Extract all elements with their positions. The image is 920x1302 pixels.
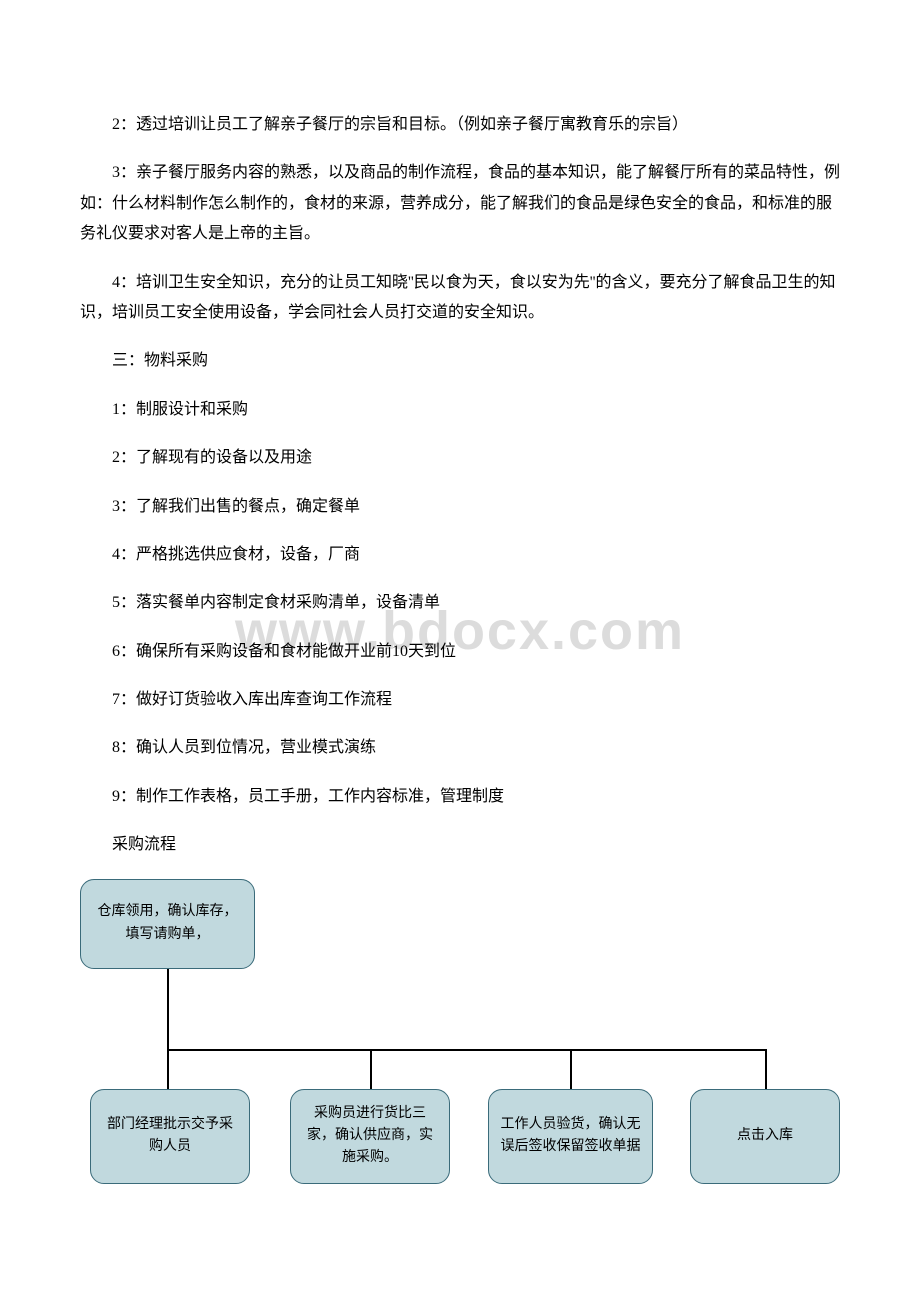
item-1: 1：制服设计和采购 [80,395,840,425]
item-6: 6：确保所有采购设备和食材能做开业前10天到位 [80,637,840,667]
flow-line-v2 [167,1049,169,1089]
flow-line-v5 [765,1049,767,1089]
flow-node-b2-label: 采购员进行货比三家，确认供应商，实施采购。 [301,1103,439,1170]
paragraph-4: 4：培训卫生安全知识，充分的让员工知晓''民以食为天，食以安为先''的含义，要充… [80,268,840,329]
flow-node-b3-label: 工作人员验货，确认无误后签收保留签收单据 [499,1114,642,1159]
flow-node-top-label: 仓库领用，确认库存，填写请购单， [91,901,244,946]
flow-line-v3 [370,1049,372,1089]
flow-node-b2: 采购员进行货比三家，确认供应商，实施采购。 [290,1089,450,1184]
item-2: 2：了解现有的设备以及用途 [80,443,840,473]
item-3: 3：了解我们出售的餐点，确定餐单 [80,492,840,522]
flow-node-b3: 工作人员验货，确认无误后签收保留签收单据 [488,1089,653,1184]
flow-node-top: 仓库领用，确认库存，填写请购单， [80,879,255,969]
flow-node-b4-label: 点击入库 [737,1125,793,1147]
flow-line-h1 [167,1049,767,1051]
flowchart-diagram: 仓库领用，确认库存，填写请购单， 部门经理批示交予采购人员 采购员进行货比三家，… [80,879,840,1209]
section-3-title: 三：物料采购 [80,346,840,376]
item-4: 4：严格挑选供应食材，设备，厂商 [80,540,840,570]
document-content: 2：透过培训让员工了解亲子餐厅的宗旨和目标。（例如亲子餐厅寓教育乐的宗旨） 3：… [80,110,840,1209]
item-5: 5：落实餐单内容制定食材采购清单，设备清单 [80,588,840,618]
flow-line-v1 [167,969,169,1049]
flowchart-title: 采购流程 [80,830,840,860]
flow-node-b1-label: 部门经理批示交予采购人员 [101,1114,239,1159]
item-7: 7：做好订货验收入库出库查询工作流程 [80,685,840,715]
flow-line-v4 [570,1049,572,1089]
item-9: 9：制作工作表格，员工手册，工作内容标准，管理制度 [80,782,840,812]
paragraph-3: 3：亲子餐厅服务内容的熟悉，以及商品的制作流程，食品的基本知识，能了解餐厅所有的… [80,158,840,249]
flow-node-b1: 部门经理批示交予采购人员 [90,1089,250,1184]
paragraph-2: 2：透过培训让员工了解亲子餐厅的宗旨和目标。（例如亲子餐厅寓教育乐的宗旨） [80,110,840,140]
flow-node-b4: 点击入库 [690,1089,840,1184]
item-8: 8：确认人员到位情况，营业模式演练 [80,733,840,763]
